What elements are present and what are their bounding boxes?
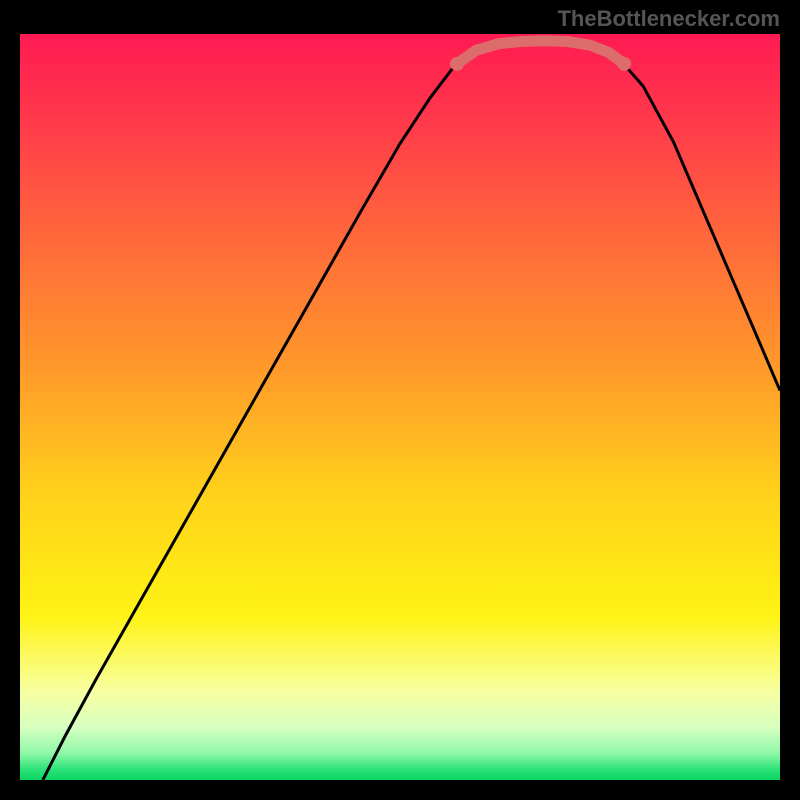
frame-left	[0, 0, 20, 800]
watermark-text: TheBottlenecker.com	[557, 6, 780, 32]
main-curve	[43, 41, 780, 780]
frame-right	[780, 0, 800, 800]
chart-svg	[20, 34, 780, 780]
highlight-start-dot	[450, 57, 464, 71]
highlight-end-dot	[617, 57, 631, 71]
highlight-curve	[457, 41, 624, 64]
plot-area	[20, 34, 780, 780]
frame-bottom	[0, 780, 800, 800]
